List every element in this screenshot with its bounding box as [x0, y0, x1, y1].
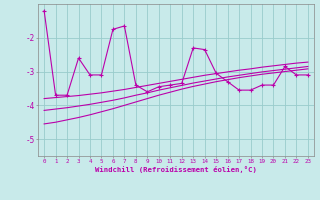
- X-axis label: Windchill (Refroidissement éolien,°C): Windchill (Refroidissement éolien,°C): [95, 166, 257, 173]
